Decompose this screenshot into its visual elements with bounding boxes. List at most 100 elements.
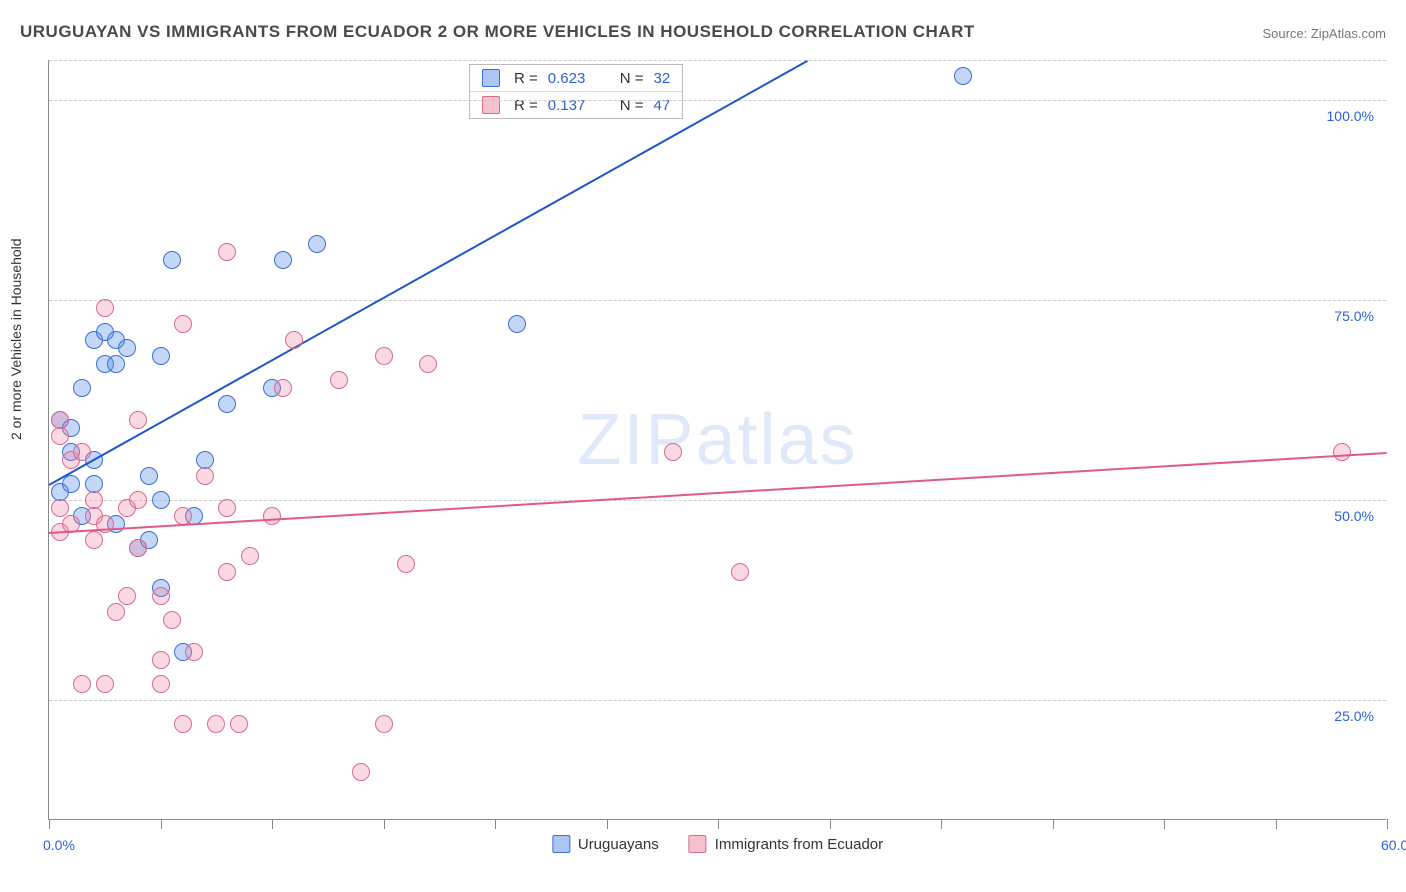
data-point <box>185 643 203 661</box>
x-tick <box>272 819 273 829</box>
y-tick-label: 100.0% <box>1327 108 1374 124</box>
data-point <box>152 675 170 693</box>
data-point <box>129 411 147 429</box>
stat-r-label: R = <box>514 70 538 87</box>
x-tick <box>718 819 719 829</box>
data-point <box>218 563 236 581</box>
data-point <box>263 507 281 525</box>
data-point <box>419 355 437 373</box>
stat-n-value: 32 <box>654 70 671 87</box>
data-point <box>174 507 192 525</box>
watermark: ZIPatlas <box>577 399 857 481</box>
data-point <box>218 395 236 413</box>
x-tick <box>941 819 942 829</box>
data-point <box>73 443 91 461</box>
data-point <box>274 379 292 397</box>
swatch-icon <box>689 835 707 853</box>
data-point <box>73 379 91 397</box>
data-point <box>96 675 114 693</box>
x-tick-label: 60.0% <box>1381 837 1406 853</box>
x-tick <box>161 819 162 829</box>
data-point <box>664 443 682 461</box>
gridline <box>49 700 1386 701</box>
data-point <box>129 539 147 557</box>
x-tick-label: 0.0% <box>43 837 75 853</box>
x-tick <box>830 819 831 829</box>
x-tick <box>1387 819 1388 829</box>
stat-r-value: 0.623 <box>548 70 596 87</box>
data-point <box>230 715 248 733</box>
gridline <box>49 500 1386 501</box>
data-point <box>375 347 393 365</box>
data-point <box>129 491 147 509</box>
data-point <box>152 491 170 509</box>
data-point <box>508 315 526 333</box>
data-point <box>1333 443 1351 461</box>
data-point <box>174 315 192 333</box>
data-point <box>152 587 170 605</box>
data-point <box>85 531 103 549</box>
legend-label: Uruguayans <box>578 836 659 853</box>
x-tick <box>607 819 608 829</box>
data-point <box>731 563 749 581</box>
x-tick <box>49 819 50 829</box>
data-point <box>118 339 136 357</box>
data-point <box>218 499 236 517</box>
gridline <box>49 100 1386 101</box>
chart-title: URUGUAYAN VS IMMIGRANTS FROM ECUADOR 2 O… <box>20 22 975 42</box>
trend-line <box>49 452 1387 534</box>
trend-line <box>49 60 808 486</box>
legend: Uruguayans Immigrants from Ecuador <box>552 835 883 853</box>
source-attribution: Source: ZipAtlas.com <box>1262 26 1386 41</box>
legend-item-uruguayans: Uruguayans <box>552 835 659 853</box>
x-tick <box>384 819 385 829</box>
data-point <box>308 235 326 253</box>
data-point <box>218 243 236 261</box>
data-point <box>241 547 259 565</box>
data-point <box>163 251 181 269</box>
data-point <box>140 467 158 485</box>
data-point <box>163 611 181 629</box>
data-point <box>196 467 214 485</box>
x-tick <box>495 819 496 829</box>
data-point <box>954 67 972 85</box>
plot-area: ZIPatlas R = 0.623 N = 32 R = 0.137 N = … <box>48 60 1386 820</box>
data-point <box>375 715 393 733</box>
x-tick <box>1053 819 1054 829</box>
correlation-stats-box: R = 0.623 N = 32 R = 0.137 N = 47 <box>469 64 683 119</box>
y-tick-label: 50.0% <box>1334 508 1374 524</box>
x-tick <box>1276 819 1277 829</box>
y-tick-label: 25.0% <box>1334 708 1374 724</box>
data-point <box>51 427 69 445</box>
legend-item-ecuador: Immigrants from Ecuador <box>689 835 883 853</box>
data-point <box>96 299 114 317</box>
data-point <box>207 715 225 733</box>
swatch-icon <box>552 835 570 853</box>
stats-row-ecuador: R = 0.137 N = 47 <box>470 91 682 118</box>
data-point <box>73 675 91 693</box>
data-point <box>285 331 303 349</box>
y-axis-label: 2 or more Vehicles in Household <box>8 238 24 440</box>
data-point <box>397 555 415 573</box>
data-point <box>51 499 69 517</box>
data-point <box>152 347 170 365</box>
data-point <box>352 763 370 781</box>
data-point <box>152 651 170 669</box>
data-point <box>107 603 125 621</box>
x-tick <box>1164 819 1165 829</box>
data-point <box>51 411 69 429</box>
data-point <box>85 491 103 509</box>
swatch-icon <box>482 69 500 87</box>
data-point <box>330 371 348 389</box>
data-point <box>118 587 136 605</box>
swatch-icon <box>482 96 500 114</box>
stats-row-uruguayans: R = 0.623 N = 32 <box>470 65 682 91</box>
gridline <box>49 60 1386 61</box>
legend-label: Immigrants from Ecuador <box>715 836 883 853</box>
data-point <box>62 475 80 493</box>
data-point <box>107 355 125 373</box>
gridline <box>49 300 1386 301</box>
data-point <box>274 251 292 269</box>
stat-n-label: N = <box>620 70 644 87</box>
data-point <box>174 715 192 733</box>
